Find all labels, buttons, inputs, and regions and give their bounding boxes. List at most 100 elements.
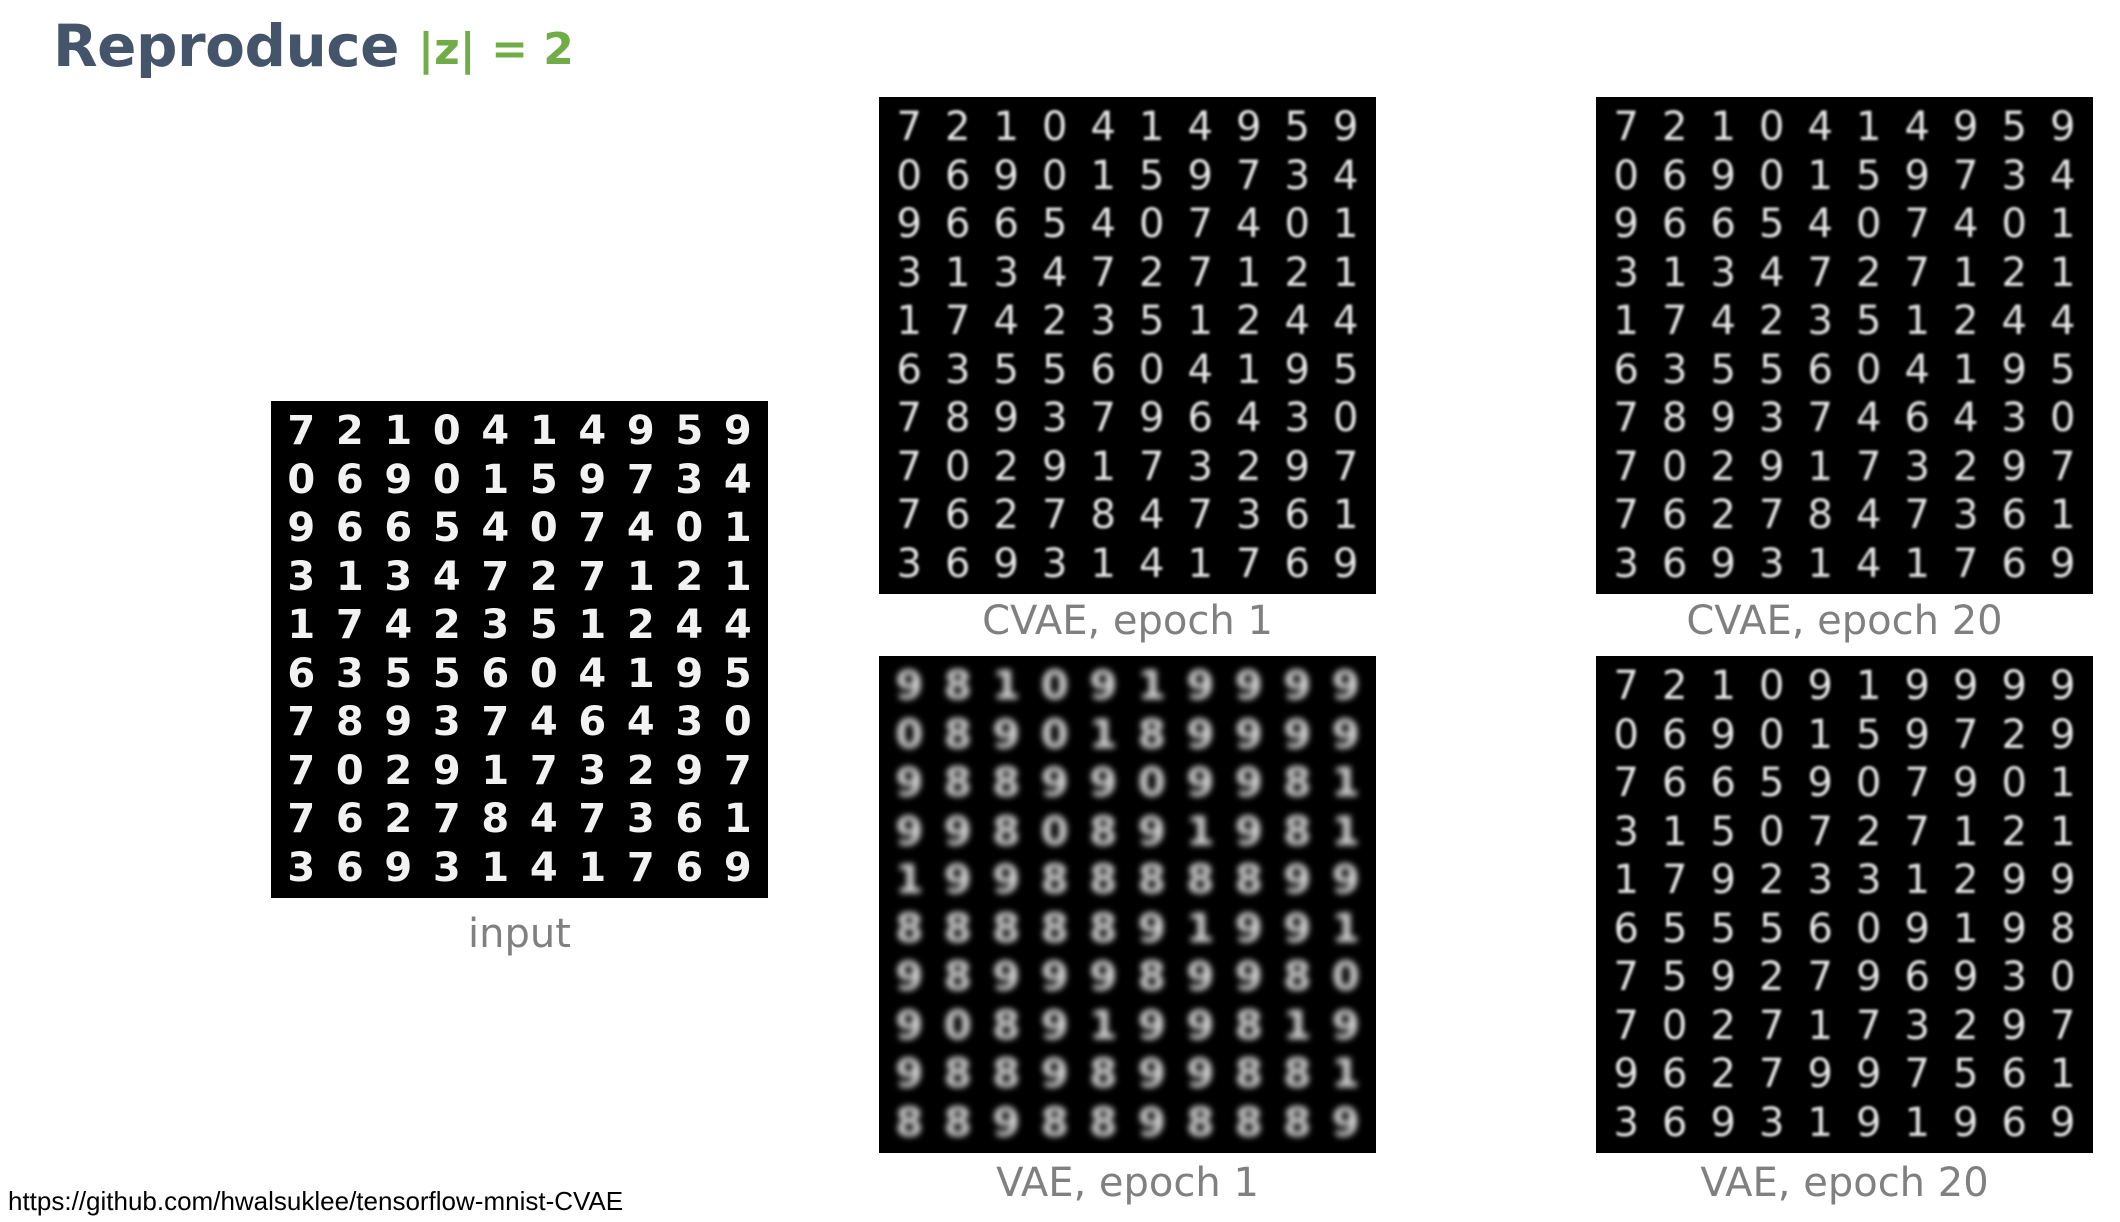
digit-cell: 3	[481, 602, 510, 649]
digit-cell: 9	[1040, 1051, 1069, 1098]
digit-cell: 3	[1042, 395, 1068, 442]
digit-cell: 9	[1331, 857, 1360, 904]
digit-cell: 4	[2050, 152, 2076, 199]
digit-cell: 1	[723, 796, 752, 843]
digit-cell: 1	[1236, 346, 1262, 393]
digit-cell: 3	[1710, 249, 1736, 296]
digit-cell: 5	[1759, 905, 1785, 952]
digit-cell: 6	[578, 699, 607, 746]
digit-cell: 3	[1807, 298, 1833, 345]
digit-cell: 9	[1807, 663, 1833, 710]
digit-cell: 1	[1807, 1002, 1833, 1049]
digit-cell: 9	[1331, 1099, 1360, 1146]
digit-cell: 6	[945, 201, 971, 248]
digit-cell: 7	[529, 747, 558, 794]
digit-cell: 6	[2001, 540, 2027, 587]
digit-cell: 8	[943, 905, 972, 952]
digit-cell: 6	[896, 346, 922, 393]
digit-cell: 9	[1331, 663, 1360, 710]
digit-cell: 0	[895, 711, 924, 758]
input-caption: input	[468, 911, 571, 957]
digit-cell: 4	[2001, 298, 2027, 345]
digit-cell: 7	[1613, 492, 1639, 539]
digit-cell: 4	[1187, 104, 1213, 151]
digit-cell: 1	[1807, 1099, 1833, 1146]
digit-cell: 9	[1283, 857, 1312, 904]
digit-cell: 7	[1807, 954, 1833, 1001]
digit-cell: 6	[1662, 1099, 1688, 1146]
digit-cell: 8	[943, 954, 972, 1001]
digit-cell: 1	[2050, 492, 2076, 539]
digit-cell: 0	[1613, 152, 1639, 199]
digit-cell: 2	[1953, 857, 1979, 904]
digit-cell: 1	[1904, 857, 1930, 904]
digit-cell: 1	[993, 104, 1019, 151]
digit-cell: 1	[1710, 663, 1736, 710]
digit-cell: 3	[675, 699, 704, 746]
digit-cell: 2	[1662, 104, 1688, 151]
digit-cell: 9	[2001, 346, 2027, 393]
slide-title: Reproduce	[53, 12, 400, 80]
digit-cell: 7	[723, 747, 752, 794]
digit-cell: 0	[1856, 201, 1882, 248]
digit-cell: 8	[895, 905, 924, 952]
digit-cell: 5	[1333, 346, 1359, 393]
digit-cell: 1	[895, 857, 924, 904]
digit-cell: 3	[1807, 857, 1833, 904]
digit-cell: 8	[943, 1099, 972, 1146]
digit-cell: 0	[1331, 954, 1360, 1001]
latent-dimension-label: |z| = 2	[418, 24, 574, 75]
digit-cell: 6	[1662, 152, 1688, 199]
digit-cell: 2	[1139, 249, 1165, 296]
digit-cell: 9	[1710, 711, 1736, 758]
digit-cell: 9	[1904, 711, 1930, 758]
digit-cell: 9	[1333, 104, 1359, 151]
digit-cell: 8	[481, 796, 510, 843]
digit-cell: 9	[993, 395, 1019, 442]
digit-cell: 7	[1856, 1002, 1882, 1049]
digit-cell: 3	[2001, 152, 2027, 199]
digit-cell: 5	[993, 346, 1019, 393]
digit-cell: 1	[1662, 249, 1688, 296]
digit-cell: 1	[626, 650, 655, 697]
digit-cell: 7	[1613, 760, 1639, 807]
digit-cell: 0	[335, 747, 364, 794]
digit-cell: 9	[1137, 1051, 1166, 1098]
digit-cell: 0	[287, 456, 316, 503]
digit-cell: 7	[335, 602, 364, 649]
digit-cell: 1	[1186, 905, 1215, 952]
digit-cell: 9	[1904, 152, 1930, 199]
digit-cell: 1	[1953, 249, 1979, 296]
digit-cell: 7	[287, 408, 316, 455]
digit-cell: 9	[723, 408, 752, 455]
digit-cell: 8	[992, 1051, 1021, 1098]
digit-cell: 9	[723, 844, 752, 891]
digit-cell: 2	[432, 602, 461, 649]
digit-cell: 9	[1953, 760, 1979, 807]
digit-cell: 2	[626, 602, 655, 649]
digit-cell: 9	[895, 663, 924, 710]
digit-cell: 3	[1613, 1099, 1639, 1146]
digit-cell: 1	[1089, 711, 1118, 758]
source-link[interactable]: https://github.com/hwalsuklee/tensorflow…	[8, 1186, 624, 1216]
digit-cell: 4	[384, 602, 413, 649]
digit-cell: 1	[481, 456, 510, 503]
digit-cell: 8	[1089, 1099, 1118, 1146]
digit-cell: 9	[1333, 540, 1359, 587]
digit-cell: 0	[1759, 663, 1785, 710]
digit-cell: 9	[1807, 1051, 1833, 1098]
digit-cell: 9	[1613, 201, 1639, 248]
digit-cell: 4	[1904, 104, 1930, 151]
digit-cell: 9	[1953, 663, 1979, 710]
digit-cell: 1	[723, 505, 752, 552]
digit-cell: 7	[1090, 395, 1116, 442]
digit-cell: 5	[432, 650, 461, 697]
digit-cell: 7	[578, 505, 607, 552]
digit-cell: 2	[1953, 298, 1979, 345]
digit-cell: 4	[1284, 298, 1310, 345]
digit-cell: 9	[1234, 663, 1263, 710]
digit-cell: 5	[1710, 808, 1736, 855]
digit-cell: 0	[943, 1002, 972, 1049]
